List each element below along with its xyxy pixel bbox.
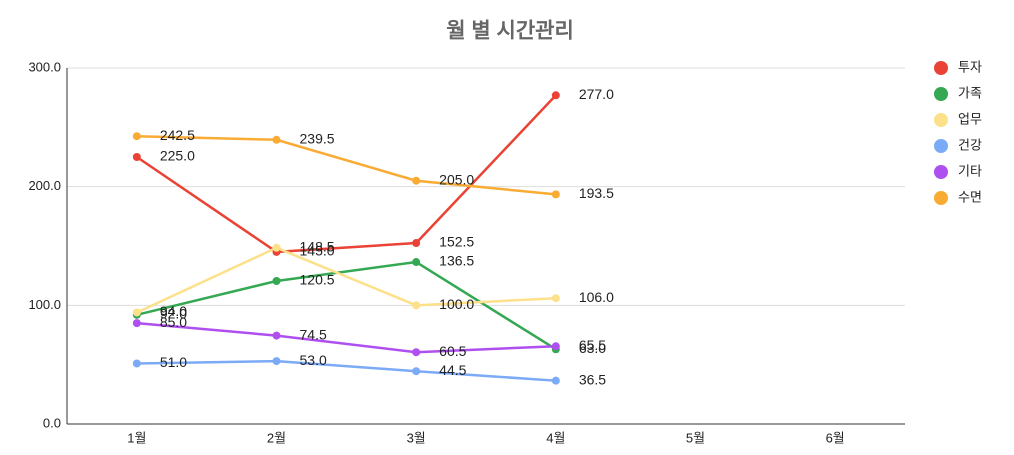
data-label: 63.0 bbox=[579, 340, 606, 356]
legend-label: 투자 bbox=[958, 59, 982, 74]
legend-marker bbox=[934, 61, 948, 75]
series-line bbox=[136, 134, 556, 196]
y-tick-label: 200.0 bbox=[28, 178, 61, 193]
data-label: 60.5 bbox=[439, 343, 466, 359]
data-label: 120.5 bbox=[300, 272, 335, 288]
legend-label: 가족 bbox=[958, 85, 982, 100]
data-point bbox=[551, 294, 560, 303]
data-label: 65.5 bbox=[579, 337, 606, 353]
data-label: 53.0 bbox=[300, 352, 327, 368]
data-point bbox=[551, 91, 560, 100]
data-label: 94.0 bbox=[160, 303, 187, 319]
data-point bbox=[412, 239, 421, 248]
x-tick-label: 1월 bbox=[127, 430, 146, 445]
legend-marker bbox=[934, 191, 948, 205]
data-label: 242.5 bbox=[160, 127, 195, 143]
data-point bbox=[272, 135, 281, 144]
data-label: 148.5 bbox=[300, 238, 335, 254]
x-tick-label: 5월 bbox=[686, 430, 705, 445]
data-point bbox=[272, 357, 281, 366]
data-label: 145.0 bbox=[300, 243, 335, 259]
legend-label: 기타 bbox=[958, 163, 982, 178]
data-point bbox=[412, 176, 421, 185]
x-tick-label: 6월 bbox=[826, 430, 845, 445]
data-point bbox=[412, 348, 421, 357]
data-label: 239.5 bbox=[300, 130, 335, 146]
data-label: 152.5 bbox=[439, 234, 474, 250]
data-point bbox=[132, 308, 141, 317]
legend-label: 수면 bbox=[958, 189, 982, 204]
y-tick-label: 300.0 bbox=[28, 59, 61, 74]
data-point bbox=[412, 258, 421, 267]
data-point bbox=[412, 301, 421, 310]
data-point bbox=[551, 342, 560, 351]
legend-marker bbox=[934, 113, 948, 127]
data-point bbox=[132, 359, 141, 368]
x-tick-label: 4월 bbox=[546, 430, 565, 445]
data-label: 74.5 bbox=[300, 326, 327, 342]
legend-marker bbox=[934, 165, 948, 179]
data-label: 193.5 bbox=[579, 185, 614, 201]
data-point bbox=[272, 277, 281, 286]
data-label: 92.0 bbox=[160, 306, 187, 322]
chart-title: 월 별 시간관리 bbox=[446, 20, 574, 43]
data-label: 51.0 bbox=[160, 354, 187, 370]
data-label: 36.5 bbox=[579, 371, 606, 387]
data-point bbox=[412, 367, 421, 376]
x-tick-label: 3월 bbox=[407, 430, 426, 445]
data-label: 100.0 bbox=[439, 296, 474, 312]
series-line bbox=[136, 94, 557, 254]
data-point bbox=[132, 153, 141, 161]
y-tick-label: 0.0 bbox=[43, 415, 61, 430]
legend-label: 업무 bbox=[958, 111, 982, 126]
legend-marker bbox=[934, 87, 948, 101]
data-label: 225.0 bbox=[160, 148, 195, 164]
data-label: 277.0 bbox=[579, 86, 614, 102]
data-point bbox=[132, 319, 141, 328]
series-line bbox=[136, 260, 557, 351]
x-tick-label: 2월 bbox=[267, 430, 286, 445]
data-point bbox=[272, 331, 281, 340]
data-label: 205.0 bbox=[439, 171, 474, 187]
y-tick-label: 100.0 bbox=[28, 297, 61, 312]
data-label: 85.0 bbox=[160, 314, 187, 330]
data-point bbox=[551, 376, 560, 385]
data-point bbox=[551, 190, 560, 199]
series-line bbox=[136, 321, 556, 354]
series-line bbox=[136, 246, 556, 314]
data-label: 44.5 bbox=[439, 362, 466, 378]
series-line bbox=[136, 359, 556, 382]
data-point bbox=[132, 132, 141, 141]
data-label: 136.5 bbox=[439, 253, 474, 269]
data-label: 106.0 bbox=[579, 289, 614, 305]
legend-marker bbox=[934, 139, 948, 153]
data-point bbox=[272, 243, 281, 252]
legend-label: 건강 bbox=[958, 137, 982, 152]
